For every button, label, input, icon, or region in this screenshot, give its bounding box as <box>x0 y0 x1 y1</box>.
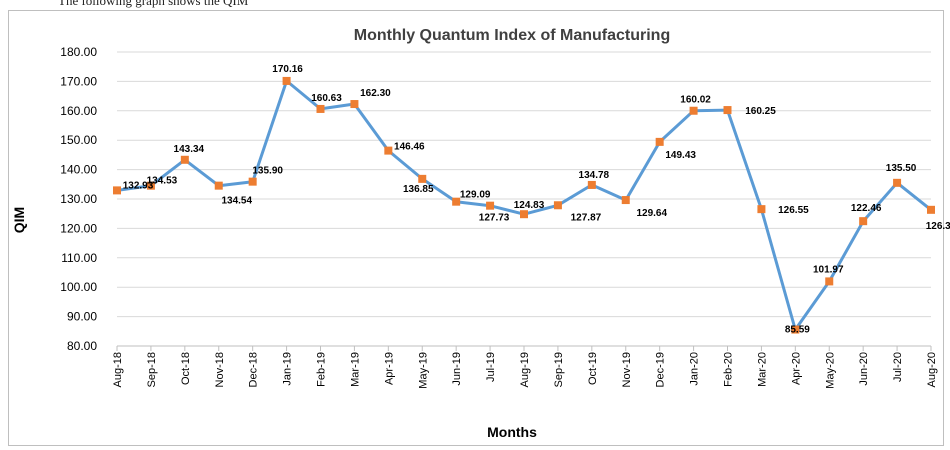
data-label: 135.90 <box>252 166 283 177</box>
data-label: 127.73 <box>479 213 510 224</box>
data-point-marker <box>621 196 630 205</box>
x-tick-label: Feb-20 <box>723 352 735 387</box>
y-tick-label: 170.00 <box>60 74 97 88</box>
x-tick-label: Oct-19 <box>587 352 599 385</box>
x-tick-label: Oct-18 <box>180 352 192 385</box>
x-tick-label: Nov-18 <box>214 352 226 387</box>
x-tick-label: Apr-20 <box>790 352 802 385</box>
y-axis-title: QIM <box>11 207 27 233</box>
x-tick-label: Nov-19 <box>621 352 633 387</box>
x-tick-label: May-19 <box>417 352 429 389</box>
data-label: 132.93 <box>123 180 154 191</box>
x-tick-label: Sep-19 <box>553 352 565 387</box>
x-tick-label: Jul-19 <box>485 352 497 382</box>
data-point-marker <box>893 178 902 187</box>
y-tick-label: 110.00 <box>61 251 97 265</box>
data-point-marker <box>859 217 868 226</box>
x-tick-label: Jul-20 <box>892 352 904 382</box>
x-tick-label: Feb-19 <box>316 352 328 387</box>
x-tick-label: Jun-19 <box>451 352 463 386</box>
data-label: 129.09 <box>460 190 491 201</box>
y-tick-label: 80.00 <box>67 339 97 353</box>
y-tick-label: 180.00 <box>60 45 97 59</box>
y-tick-label: 140.00 <box>60 163 97 177</box>
data-label: 85.59 <box>785 325 810 336</box>
data-label: 134.78 <box>579 170 610 181</box>
data-point-marker <box>146 181 155 190</box>
x-tick-label: Dec-18 <box>248 352 260 387</box>
data-label: 136.85 <box>403 184 434 195</box>
data-point-marker <box>825 277 834 286</box>
data-label: 149.43 <box>665 150 696 161</box>
y-tick-labels: 80.00 90.00 100.00 110.00 120.00 130.00 140.00… <box>60 45 97 353</box>
x-tick-label: May-20 <box>824 352 836 389</box>
data-label: 127.87 <box>571 212 602 223</box>
data-label: 134.54 <box>221 196 252 207</box>
data-label: 143.34 <box>174 144 205 155</box>
data-point-marker <box>486 201 495 210</box>
data-point-marker <box>520 210 528 219</box>
x-tick-label: Mar-20 <box>756 352 768 387</box>
chart-title: Monthly Quantum Index of Manufacturing <box>354 27 670 44</box>
data-label: 134.53 <box>147 176 178 187</box>
data-point-marker <box>214 181 223 190</box>
y-tick-label: 150.00 <box>60 133 97 147</box>
data-point-marker <box>655 137 664 146</box>
data-point-marker <box>350 100 359 109</box>
data-label: 160.63 <box>311 93 342 104</box>
data-point-marker <box>418 174 427 183</box>
data-point-marker <box>723 106 732 115</box>
data-label: 126.32 <box>926 221 950 232</box>
data-label: 129.64 <box>636 208 667 219</box>
data-point-marker <box>180 155 189 164</box>
x-tick-label: Jan-19 <box>282 352 294 386</box>
y-tick-label: 100.00 <box>60 280 97 294</box>
chart-frame <box>8 10 944 446</box>
data-point-marker <box>757 205 766 214</box>
data-label: 122.46 <box>851 203 882 214</box>
y-tick-label: 160.00 <box>60 104 97 118</box>
data-point-marker <box>553 201 562 210</box>
data-label: 160.02 <box>680 95 711 106</box>
page-caption: The following graph shows the QIM <box>58 0 249 8</box>
data-point-marker <box>282 76 291 85</box>
x-tick-label: Jan-20 <box>689 352 701 386</box>
data-label: 146.46 <box>394 142 425 153</box>
data-point-marker <box>452 197 461 206</box>
data-point-marker <box>384 146 393 155</box>
x-tick-label: Aug-18 <box>112 352 124 387</box>
data-label: 135.50 <box>886 163 917 174</box>
data-label: 124.83 <box>514 200 545 211</box>
data-label: 162.30 <box>360 88 391 99</box>
data-label: 160.25 <box>745 106 776 117</box>
x-tick-label: Jun-20 <box>858 352 870 386</box>
x-tick-label: Aug-19 <box>519 352 531 387</box>
y-tick-label: 90.00 <box>67 310 97 324</box>
data-label: 170.16 <box>272 64 303 75</box>
x-tick-label: Sep-18 <box>146 352 158 387</box>
y-tick-label: 130.00 <box>60 192 97 206</box>
data-point-marker <box>927 205 935 214</box>
x-tick-label: Apr-19 <box>383 352 395 385</box>
x-tick-label: Aug-20 <box>926 352 938 387</box>
data-point-marker <box>113 186 121 195</box>
y-tick-label: 120.00 <box>60 221 97 235</box>
data-point-marker <box>248 177 257 186</box>
x-axis-title: Months <box>487 424 537 440</box>
data-point-marker <box>791 325 800 334</box>
data-label: 126.55 <box>778 205 809 216</box>
series-qim <box>113 76 935 334</box>
x-tick-labels: Aug-18 Sep-18 Oct-18 Nov-18 Dec-18 Jan-19 Feb-… <box>112 352 938 389</box>
x-tick-label: Mar-19 <box>349 352 361 387</box>
axes <box>116 345 932 351</box>
x-tick-label: Dec-19 <box>655 352 667 387</box>
data-point-marker <box>587 180 596 189</box>
data-point-marker <box>316 104 325 113</box>
data-point-marker <box>689 106 698 115</box>
data-label: 101.97 <box>813 264 844 275</box>
